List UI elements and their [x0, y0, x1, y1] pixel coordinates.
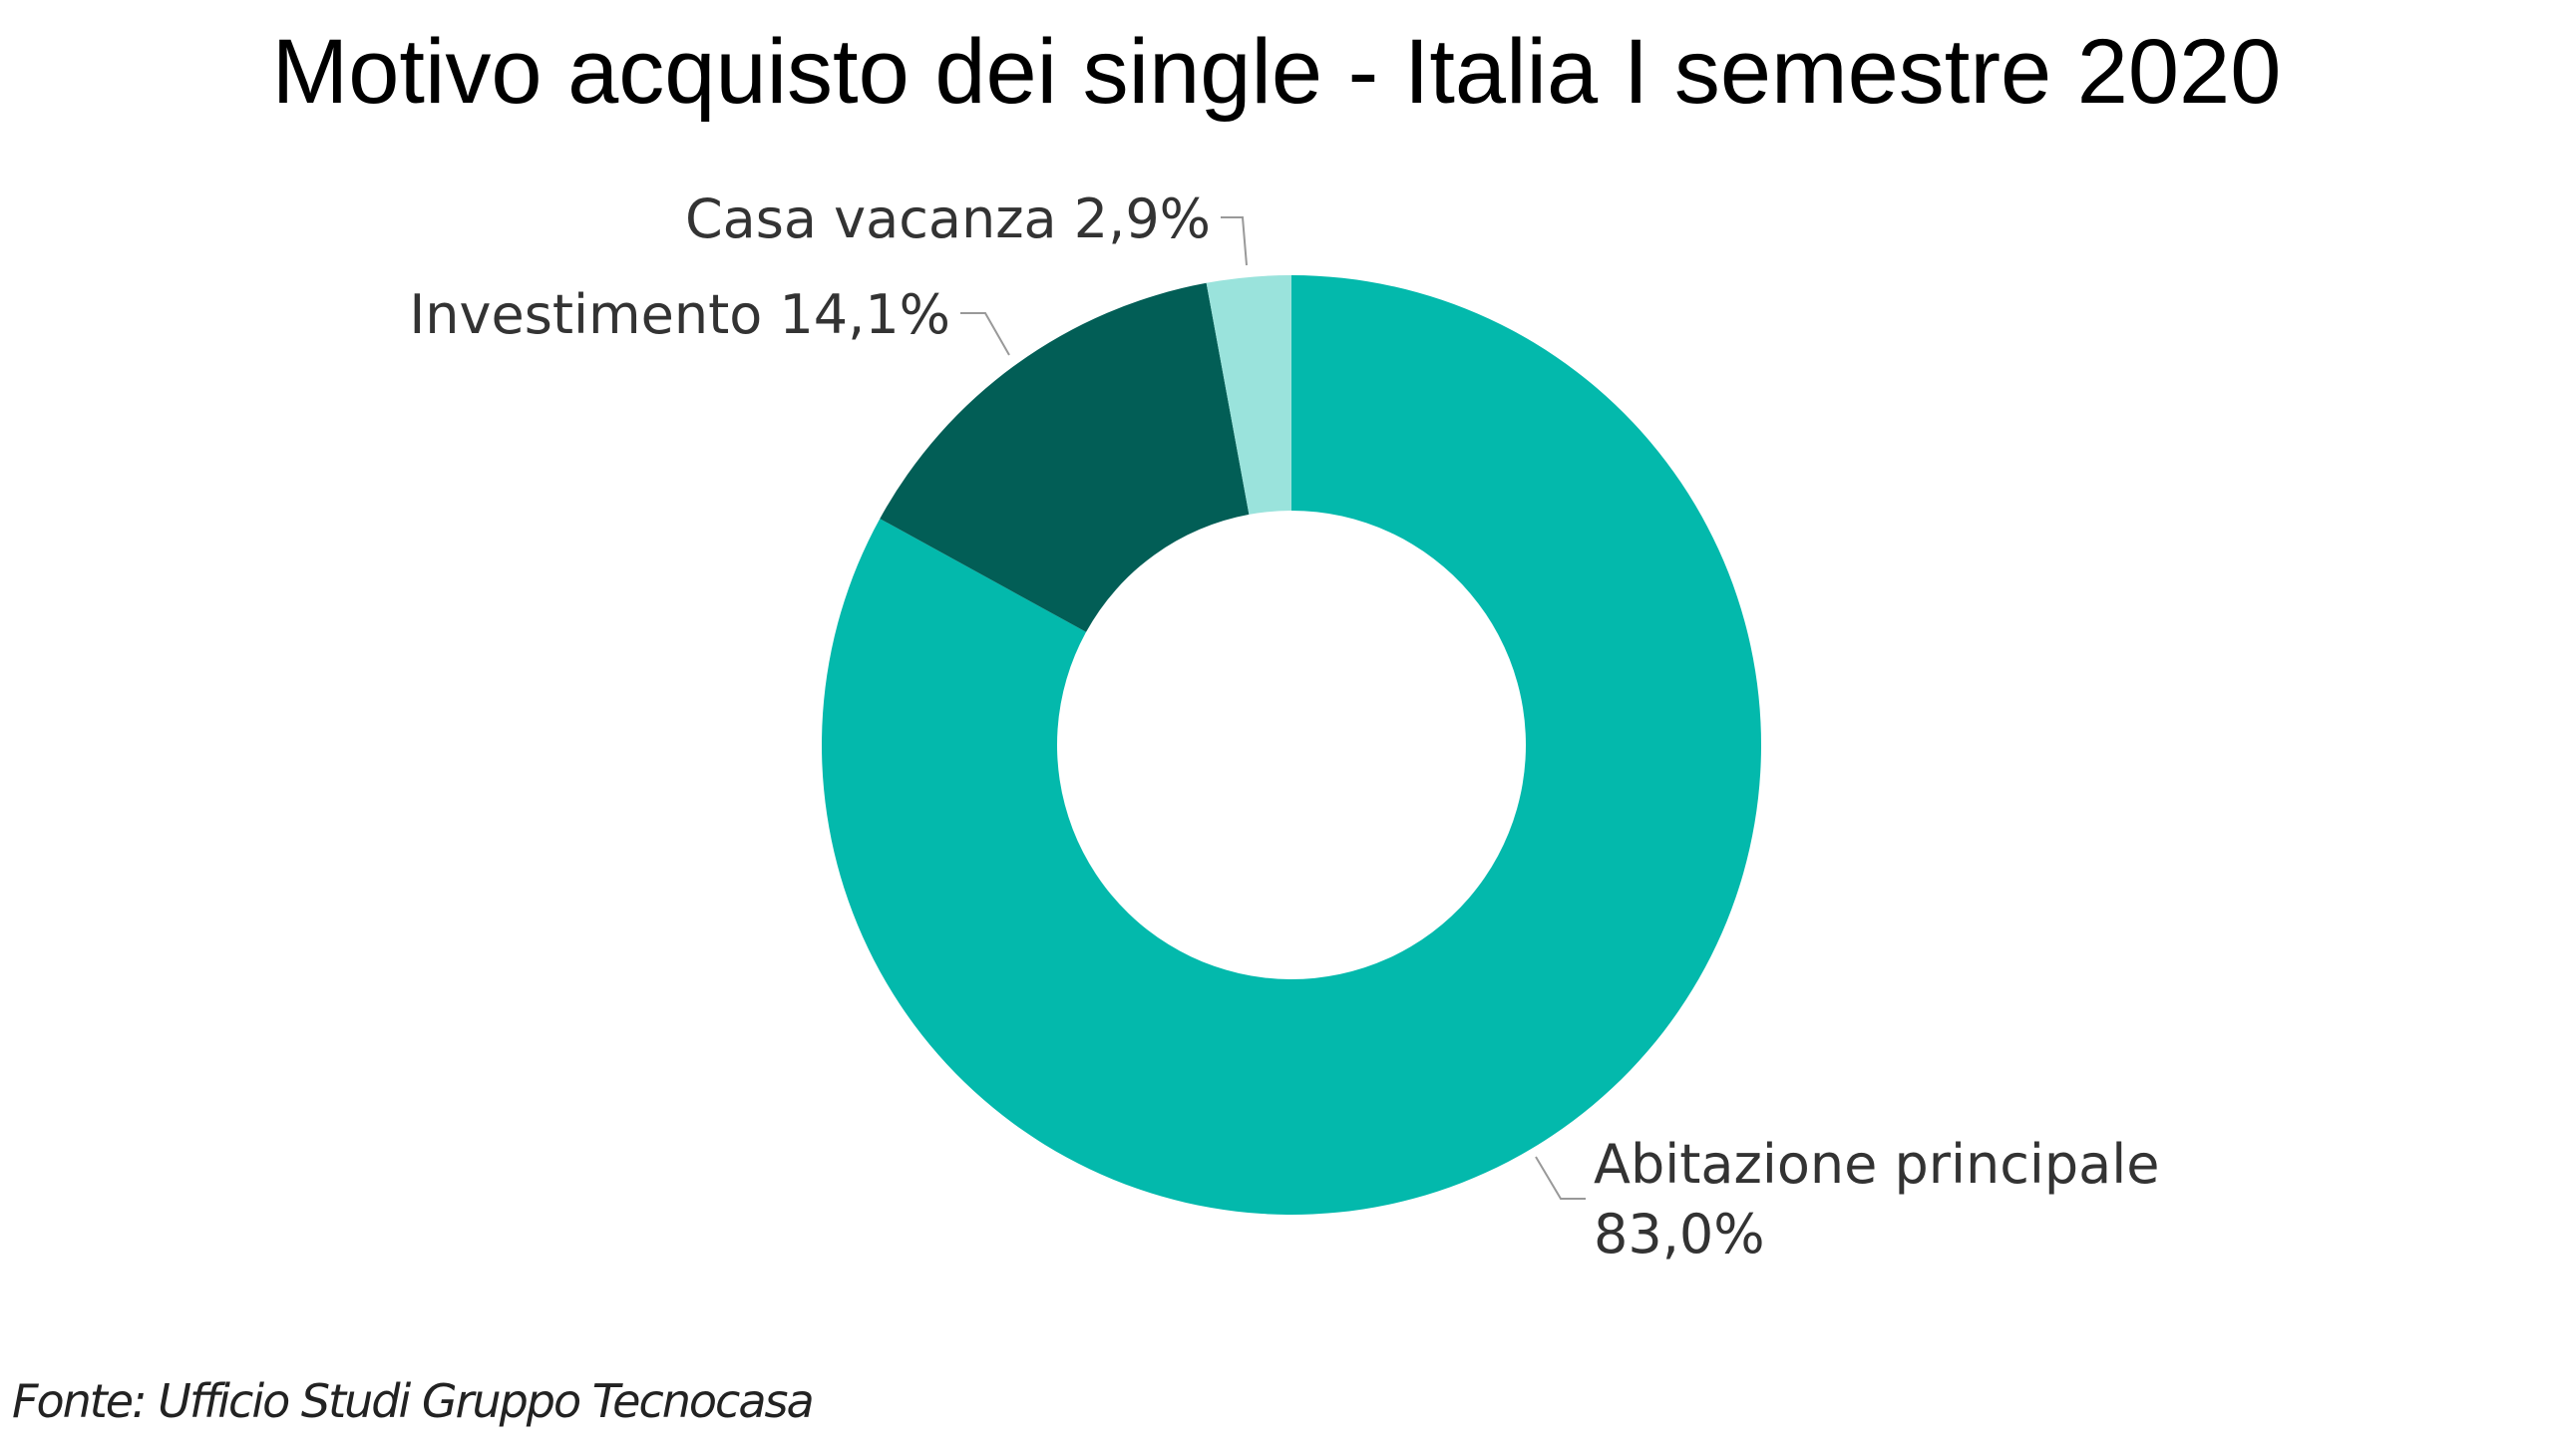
data-label-0-category: Abitazione principale [1594, 1133, 2159, 1196]
data-label-1: Investimento 14,1% [409, 283, 950, 346]
source-note: Fonte: Ufficio Studi Gruppo Tecnocasa [12, 1374, 815, 1428]
slice-abitazione-principale [822, 275, 1762, 1215]
leader-line-1 [960, 312, 1010, 356]
slice-casa-vacanza [1206, 275, 1291, 515]
data-label-0-value: 83,0% [1594, 1203, 1765, 1266]
slice-investimento [880, 282, 1250, 632]
data-label-2: Casa vacanza 2,9% [685, 187, 1211, 250]
leader-line-0 [1535, 1156, 1586, 1200]
leader-line-2 [1221, 216, 1248, 266]
chart-title: Motivo acquisto dei single - Italia I se… [271, 21, 2282, 123]
